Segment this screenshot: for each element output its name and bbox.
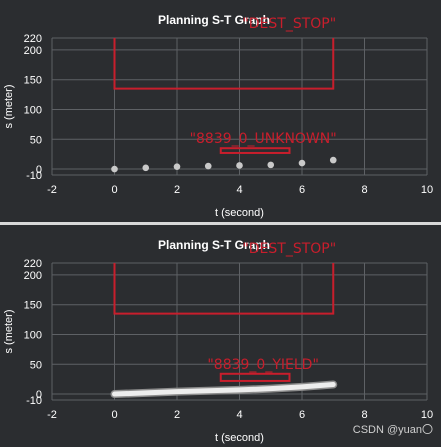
st-graph-chart-bottom: Planning S-T Graph t (second) s (meter) -2 0… bbox=[3, 238, 433, 444]
x-tick-label: 2 bbox=[174, 184, 180, 196]
x-tick-label: -2 bbox=[47, 409, 57, 421]
dest-stop-region bbox=[113, 38, 335, 90]
y-tick-label: 50 bbox=[30, 134, 42, 146]
y-tick-label: 220 bbox=[24, 33, 42, 45]
trajectory-point bbox=[142, 164, 150, 172]
y-tick-label: 0 bbox=[36, 389, 42, 401]
trajectory-point bbox=[111, 165, 118, 173]
y-tick-label: 220 bbox=[24, 258, 42, 270]
unknown-region bbox=[219, 147, 291, 154]
chart-title: Planning S-T Graph bbox=[158, 238, 270, 252]
y-tick-label: -10 bbox=[26, 395, 42, 407]
panel-divider bbox=[0, 222, 441, 225]
y-tick-label: 0 bbox=[36, 164, 42, 176]
trajectory-point bbox=[329, 156, 337, 164]
y-axis-label: s (meter) bbox=[3, 85, 15, 129]
x-axis-label: t (second) bbox=[215, 207, 264, 219]
trajectory-point bbox=[298, 159, 306, 167]
x-tick-label: 6 bbox=[299, 409, 305, 421]
dest-stop-label: "DEST_STOP" bbox=[242, 16, 336, 32]
dest-stop-label: "DEST_STOP" bbox=[242, 241, 336, 257]
x-tick-label: 8 bbox=[361, 184, 367, 196]
unknown-label: "8839_0_UNKNOWN" bbox=[190, 131, 337, 147]
x-tick-label: 0 bbox=[111, 184, 117, 196]
yield-region bbox=[219, 372, 291, 382]
trajectory-point bbox=[236, 162, 243, 169]
st-graph-chart-top: Planning S-T Graph t (second) s (meter) -2 0… bbox=[3, 13, 433, 219]
x-tick-label: 8 bbox=[361, 409, 367, 421]
grid-lines bbox=[51, 37, 428, 176]
trajectory-line bbox=[112, 382, 336, 397]
x-tick-label: 10 bbox=[421, 409, 433, 421]
y-tick-label: 150 bbox=[24, 75, 42, 87]
y-tick-label: 150 bbox=[24, 300, 42, 312]
st-graph-panel-bottom: Planning S-T Graph t (second) s (meter) -2 0… bbox=[0, 225, 441, 447]
y-axis-label: s (meter) bbox=[3, 310, 15, 354]
y-tick-label: 100 bbox=[24, 104, 42, 116]
x-tick-label: -2 bbox=[47, 184, 57, 196]
x-tick-label: 2 bbox=[174, 409, 180, 421]
dest-stop-region bbox=[113, 263, 335, 315]
y-tick-label: 50 bbox=[30, 359, 42, 371]
x-tick-label: 10 bbox=[421, 184, 433, 196]
x-tick-label: 6 bbox=[299, 184, 305, 196]
watermark-label: CSDN @yuan〇 bbox=[352, 424, 433, 436]
x-tick-label: 4 bbox=[236, 409, 242, 421]
x-tick-label: 0 bbox=[111, 409, 117, 421]
trajectory-point bbox=[204, 162, 212, 170]
y-tick-label: 200 bbox=[24, 45, 42, 57]
trajectory-point bbox=[173, 163, 181, 170]
y-tick-label: 200 bbox=[24, 270, 42, 282]
grid-lines bbox=[51, 262, 428, 401]
trajectory-point bbox=[267, 161, 275, 169]
chart-title: Planning S-T Graph bbox=[158, 13, 270, 27]
x-axis-label: t (second) bbox=[215, 432, 264, 444]
st-graph-panel-top: Planning S-T Graph t (second) s (meter) -2 0… bbox=[0, 0, 441, 222]
x-tick-label: 4 bbox=[236, 184, 242, 196]
yield-label: "8839_0_YIELD" bbox=[207, 357, 319, 373]
y-tick-label: 100 bbox=[24, 329, 42, 341]
y-tick-label: -10 bbox=[26, 170, 42, 182]
